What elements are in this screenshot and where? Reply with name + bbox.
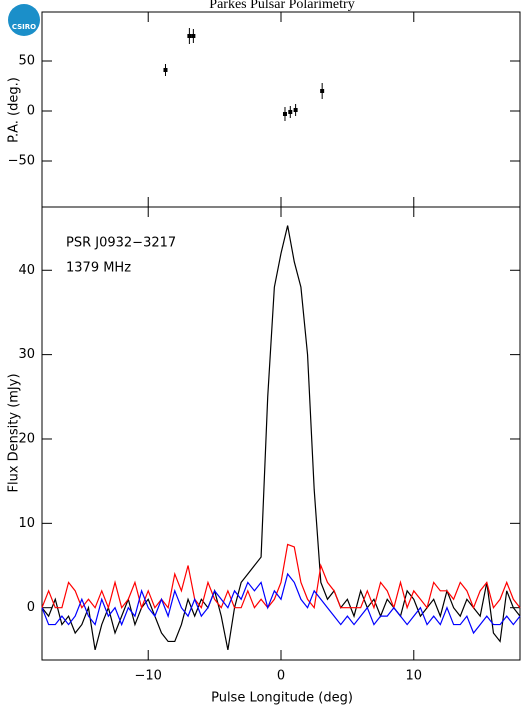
- point: [191, 34, 196, 38]
- point: [163, 68, 168, 72]
- y-tick-label: 50: [18, 54, 35, 69]
- series-line: [41, 572, 521, 635]
- point: [320, 89, 325, 93]
- x-axis-label: Pulse Longitude (deg): [211, 691, 353, 706]
- y-axis-label: Flux Density (mJy): [7, 373, 22, 492]
- x-tick-label: −10: [135, 669, 162, 684]
- chart-title: Parkes Pulsar Polarimetry: [209, 0, 354, 12]
- y-tick-label: 0: [27, 600, 35, 615]
- y-tick-label: 40: [18, 263, 35, 278]
- point: [187, 34, 192, 38]
- y-axis-label: P.A. (deg.): [7, 77, 22, 143]
- point: [288, 110, 293, 114]
- x-tick-label: 10: [406, 669, 423, 684]
- y-tick-label: 0: [27, 104, 35, 119]
- x-tick-label: 0: [277, 669, 285, 684]
- y-tick-label: 10: [18, 516, 35, 531]
- logo: CSIRO: [8, 4, 40, 36]
- point: [293, 108, 298, 112]
- y-tick-label: 30: [18, 347, 35, 362]
- series-line: [41, 225, 521, 651]
- y-tick-label: 20: [18, 431, 35, 446]
- series-line: [41, 543, 521, 610]
- annotation: PSR J0932−3217: [66, 236, 176, 251]
- y-tick-label: −50: [8, 154, 35, 169]
- logo-text: CSIRO: [12, 23, 36, 31]
- annotation: 1379 MHz: [66, 261, 131, 276]
- logo-circle: [8, 4, 40, 36]
- point: [282, 112, 287, 116]
